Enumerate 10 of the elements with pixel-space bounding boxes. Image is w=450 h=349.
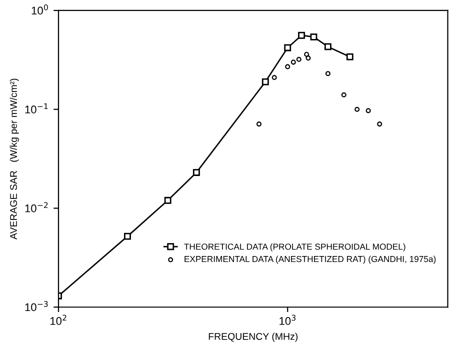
- legend-label: EXPERIMENTAL DATA (ANESTHETIZED RAT) (GANDHI, 1975a): [184, 256, 436, 264]
- y-axis-title: AVERAGE SAR (W/kg per mW/cm²): [10, 78, 19, 240]
- y-tick-label: 10$^{0}$: [32, 4, 48, 15]
- x-axis-title: FREQUENCY (MHz): [208, 332, 298, 342]
- x-tick-label: 10$^{2}$: [50, 314, 66, 325]
- y-tick-label: 10$^{−2}$: [25, 202, 48, 212]
- legend-label: THEORETICAL DATA (PROLATE SPHEROIDAL MODEL): [184, 243, 406, 252]
- x-tick-label: 10$^{3}$: [280, 314, 296, 325]
- y-tick-label: 10$^{−3}$: [25, 301, 48, 312]
- y-tick-label: 10$^{−1}$: [25, 103, 48, 114]
